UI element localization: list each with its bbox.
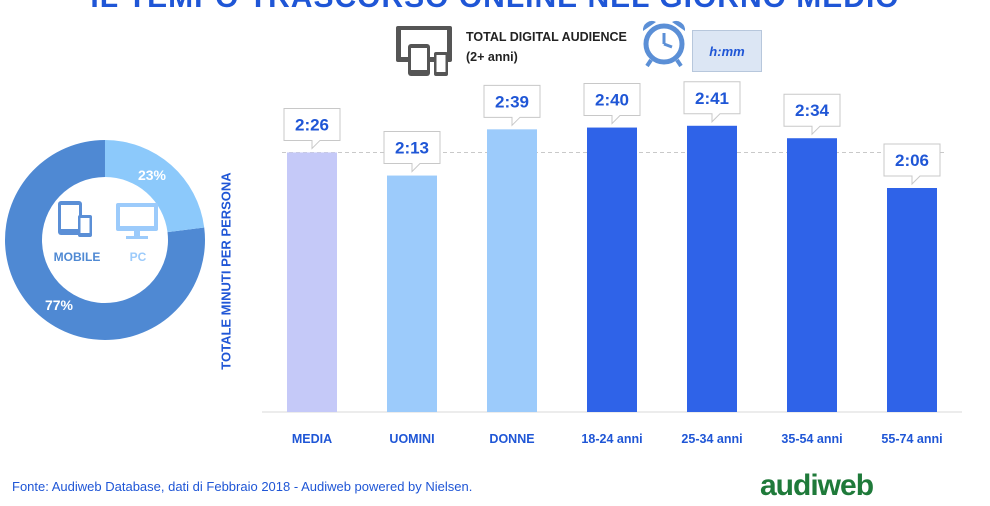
donut-slice-pc — [105, 140, 205, 233]
data-label: 2:13 — [395, 139, 429, 158]
bar — [687, 125, 737, 413]
source-note: Fonte: Audiweb Database, dati di Febbrai… — [12, 479, 473, 494]
data-label: 2:39 — [495, 92, 529, 111]
category-tick-label: 55-74 anni — [881, 432, 942, 446]
donut-label-pc: PC — [130, 250, 147, 264]
data-label: 2:06 — [895, 151, 929, 170]
category-tick-label: 25-34 anni — [681, 432, 742, 446]
device-share-donut: MOBILE PC 77% 23% — [5, 140, 205, 340]
alarm-clock-icon — [642, 21, 686, 68]
bar — [487, 129, 537, 413]
value-callout — [683, 81, 741, 123]
bar — [787, 138, 837, 412]
audience-label: TOTAL DIGITAL AUDIENCE (2+ anni) — [466, 30, 627, 64]
donut-slice-mobile — [5, 140, 205, 340]
data-label: 2:34 — [795, 101, 830, 120]
devices-icon — [396, 26, 452, 76]
bar — [587, 127, 637, 413]
bar — [287, 152, 337, 412]
category-tick-label: DONNE — [489, 432, 534, 446]
category-tick-label: 35-54 anni — [781, 432, 842, 446]
monitor-icon — [116, 203, 158, 239]
category-tick-label: 18-24 anni — [581, 432, 642, 446]
data-label: 2:40 — [595, 91, 629, 110]
data-label: 2:26 — [295, 115, 329, 134]
value-callout — [883, 143, 941, 186]
value-callout — [583, 83, 641, 125]
value-callout — [483, 84, 541, 127]
tablet-phone-icon — [58, 201, 92, 237]
category-tick-label: UOMINI — [389, 432, 434, 446]
bar — [887, 188, 937, 412]
value-callout — [783, 93, 841, 136]
category-tick-label: MEDIA — [292, 432, 332, 446]
donut-value-mobile: 77% — [45, 297, 74, 313]
bar — [387, 175, 437, 412]
page-title: IL TEMPO TRASCORSO ONLINE NEL GIORNO MED… — [0, 0, 990, 15]
value-callout — [383, 131, 441, 173]
value-callout — [283, 107, 341, 150]
audiweb-logo: audiweb — [760, 469, 874, 502]
data-label: 2:41 — [695, 89, 729, 108]
time-format-badge: h:mm — [692, 30, 762, 72]
donut-label-mobile: MOBILE — [54, 250, 101, 264]
donut-value-pc: 23% — [138, 167, 167, 183]
